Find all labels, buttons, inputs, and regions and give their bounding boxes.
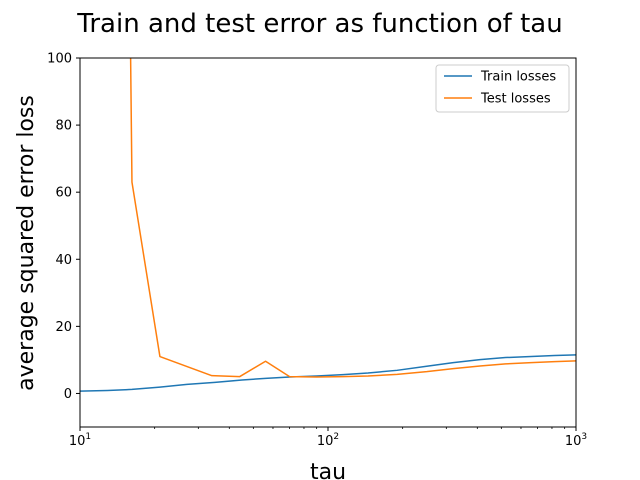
- y-tick-label: 80: [55, 119, 72, 134]
- x-tick-label: 101: [69, 432, 91, 449]
- legend-label-train: Train losses: [480, 70, 556, 85]
- x-axis-label: tau: [310, 460, 346, 480]
- x-tick-label: 103: [565, 432, 587, 449]
- x-tick-exponent: 1: [85, 432, 91, 442]
- plot-frame: [79, 57, 577, 428]
- x-tick-base: 10: [565, 434, 582, 449]
- x-tick-base: 10: [317, 434, 334, 449]
- x-axis-ticks: 101 102 103: [69, 427, 587, 449]
- plot-area-series: [80, 58, 576, 392]
- y-tick-label: 20: [55, 320, 72, 335]
- series-line-1: [129, 58, 576, 378]
- chart-title: Train and test error as function of tau: [76, 9, 562, 39]
- x-tick-exponent: 3: [581, 432, 587, 442]
- legend-label-test: Test losses: [480, 92, 551, 107]
- y-axis-label: average squared error loss: [14, 95, 39, 391]
- x-tick-base: 10: [69, 434, 86, 449]
- y-tick-label: 100: [47, 52, 72, 67]
- y-axis-ticks: 0 20 40 60 80 100: [47, 52, 80, 402]
- series-line-0: [80, 354, 576, 392]
- x-tick-exponent: 2: [333, 432, 339, 442]
- x-tick-label: 102: [317, 432, 339, 449]
- y-tick-label: 60: [55, 186, 72, 201]
- y-tick-label: 40: [55, 253, 72, 268]
- y-tick-label: 0: [64, 387, 72, 402]
- legend: Train losses Test losses: [435, 64, 570, 113]
